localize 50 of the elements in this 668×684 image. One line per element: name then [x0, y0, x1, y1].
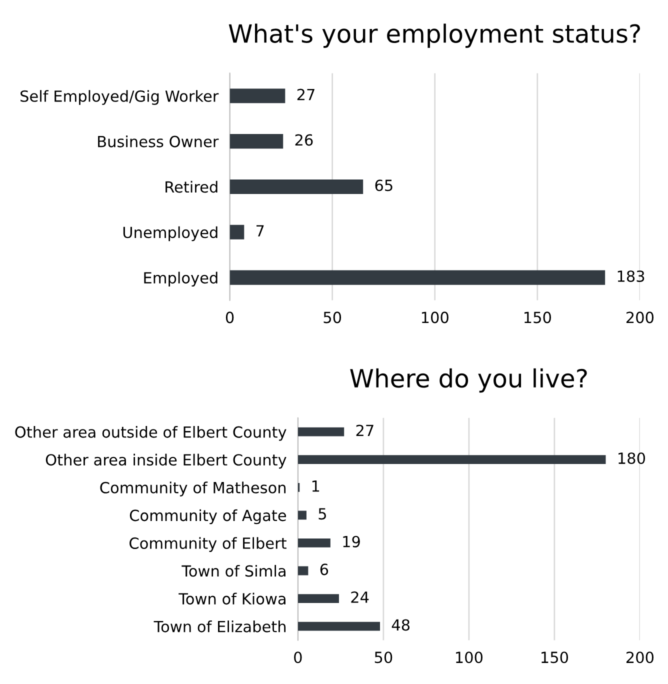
x-tick-label: 150	[542, 652, 568, 664]
bar	[298, 427, 344, 436]
bar	[230, 179, 364, 194]
x-tick-label: 50	[374, 652, 392, 664]
data-label: 6	[320, 564, 328, 576]
y-tick-label: Community of Agate	[130, 509, 286, 524]
bar	[230, 224, 244, 240]
y-tick-label: Other area outside of Elbert County	[15, 426, 286, 441]
x-tick-label: 100	[456, 652, 482, 664]
data-label: 26	[295, 134, 313, 146]
chart-title: What's your employment status?	[228, 24, 640, 48]
y-tick-label: Self Employed/Gig Worker	[20, 90, 219, 105]
x-tick-label: 50	[324, 312, 342, 324]
data-label: 183	[618, 270, 644, 282]
x-tick-label: 100	[422, 312, 448, 324]
y-tick-label: Community of Elbert	[130, 537, 286, 552]
data-label: 1	[312, 480, 320, 492]
y-tick-label: Town of Simla	[182, 564, 286, 577]
bar	[298, 566, 308, 576]
data-label: 19	[343, 536, 360, 548]
x-tick-label: 0	[226, 312, 234, 324]
bar	[230, 134, 284, 149]
bar	[298, 455, 606, 464]
y-tick-label: Town of Elizabeth	[154, 620, 286, 632]
x-tick-label: 200	[626, 312, 654, 324]
bar	[230, 88, 286, 104]
y-tick-label: Retired	[166, 180, 218, 193]
bar	[230, 270, 606, 285]
bar	[298, 622, 380, 631]
data-label: 48	[392, 619, 410, 631]
data-label: 180	[618, 452, 645, 464]
y-tick-label: Community of Matheson	[100, 482, 286, 496]
y-tick-label: Employed	[144, 272, 218, 287]
x-tick-label: 150	[524, 312, 551, 324]
bar	[298, 594, 339, 603]
data-label: 24	[351, 591, 369, 603]
bar	[298, 538, 330, 548]
data-label: 65	[375, 180, 392, 192]
data-label: 7	[256, 225, 264, 236]
y-tick-label: Town of Kiowa	[178, 592, 286, 605]
data-label: 27	[356, 424, 374, 436]
y-tick-label: Unemployed	[123, 226, 218, 242]
data-label: 5	[318, 508, 326, 520]
y-tick-label: Business Owner	[98, 136, 219, 148]
bar	[298, 510, 306, 520]
y-tick-label: Other area inside Elbert County	[46, 454, 286, 469]
x-tick-label: 200	[626, 652, 654, 664]
x-tick-label: 0	[294, 652, 302, 664]
chart-title: Where do you live?	[350, 368, 587, 393]
data-label: 27	[297, 88, 314, 100]
